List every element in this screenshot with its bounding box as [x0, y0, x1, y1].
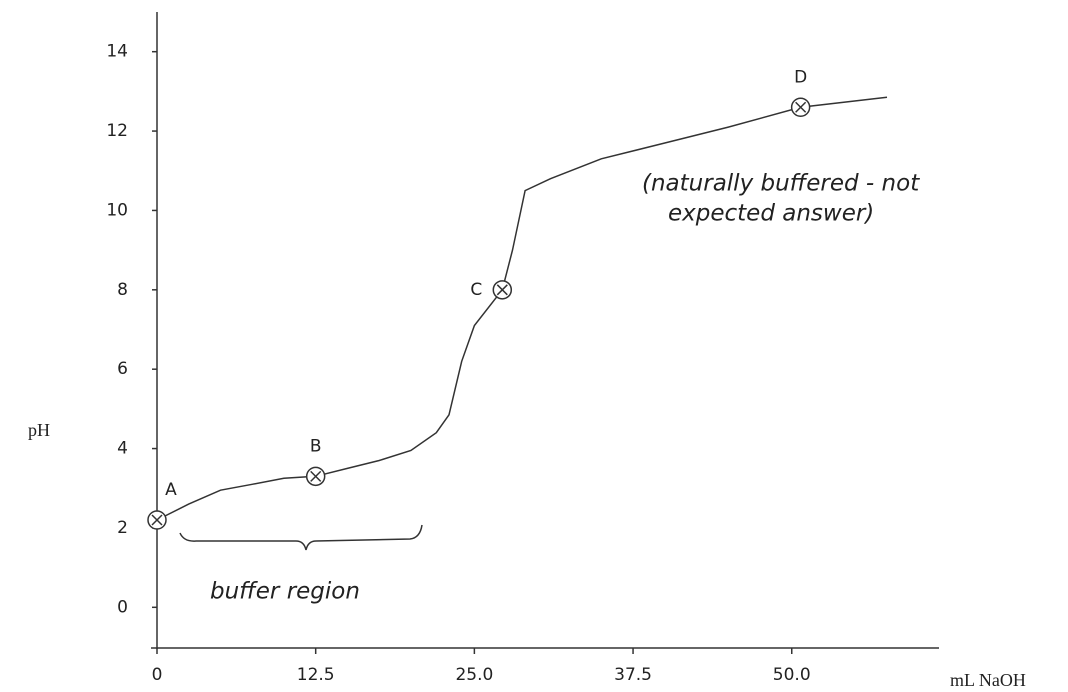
annotation: expected answer)	[668, 201, 874, 227]
point-label: D	[794, 67, 807, 87]
x-axis-label: mL NaOH	[950, 670, 1026, 690]
y-tick-label: 6	[117, 359, 128, 379]
point-marker	[492, 280, 513, 300]
point-label: C	[470, 280, 482, 300]
point-marker	[305, 466, 326, 487]
x-tick-label: 0	[152, 665, 163, 685]
point-label: A	[165, 480, 177, 500]
curve	[156, 96, 888, 521]
y-tick-label: 14	[106, 42, 128, 62]
x-tick-label: 37.5	[614, 665, 652, 685]
y-tick-label: 4	[117, 439, 128, 459]
x-tick-label: 25.0	[455, 665, 493, 685]
x-tick-label: 12.5	[297, 665, 335, 685]
brace	[179, 524, 423, 551]
y-tick-label: 2	[117, 518, 128, 538]
annotation: (naturally buffered - not	[642, 171, 920, 197]
annotation: buffer region	[210, 579, 360, 605]
point-marker	[147, 510, 167, 530]
y-tick-label: 0	[117, 597, 128, 617]
y-tick-label: 8	[117, 280, 128, 300]
x-tick-label: 50.0	[773, 665, 811, 685]
y-tick-label: 10	[106, 200, 128, 220]
y-tick-label: 12	[106, 121, 128, 141]
y-axis-label: pH	[28, 420, 50, 440]
point-label: B	[310, 436, 322, 456]
point-marker	[790, 97, 811, 117]
